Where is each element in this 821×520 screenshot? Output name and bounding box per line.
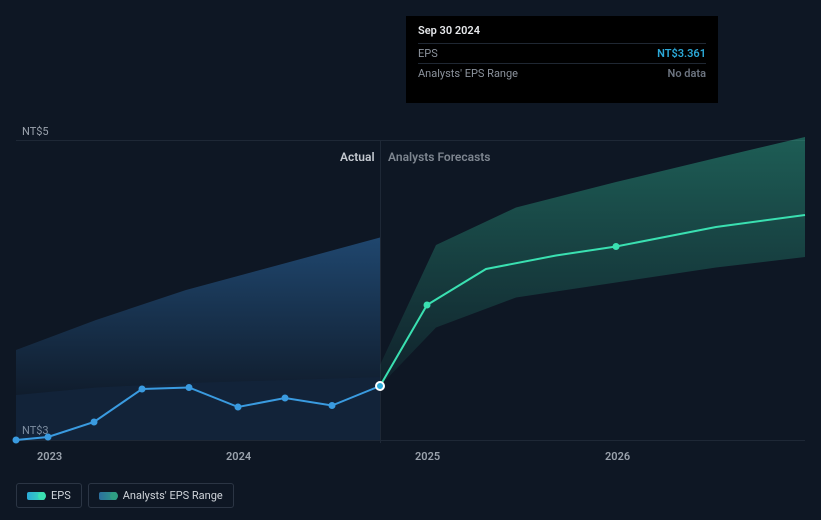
data-tooltip: Sep 30 2024 EPS NT$3.361 Analysts' EPS R… bbox=[406, 16, 718, 103]
y-tick-label-0: NT$5 bbox=[22, 125, 49, 138]
tooltip-row-range: Analysts' EPS Range No data bbox=[418, 63, 706, 83]
tooltip-key-range: Analysts' EPS Range bbox=[418, 67, 518, 80]
tooltip-date: Sep 30 2024 bbox=[418, 24, 706, 43]
x-tick-3: 2026 bbox=[605, 450, 630, 463]
legend-label-range: Analysts' EPS Range bbox=[123, 489, 223, 502]
tooltip-val-range: No data bbox=[668, 67, 706, 80]
legend-item-eps[interactable]: EPS bbox=[16, 483, 82, 508]
chart-legend: EPS Analysts' EPS Range bbox=[16, 483, 234, 508]
legend-label-eps: EPS bbox=[51, 489, 71, 502]
legend-swatch-eps bbox=[27, 492, 45, 500]
gridline-y-bottom bbox=[16, 440, 805, 441]
x-tick-1: 2024 bbox=[226, 450, 251, 463]
legend-item-range[interactable]: Analysts' EPS Range bbox=[88, 483, 234, 508]
x-tick-0: 2023 bbox=[37, 450, 62, 463]
x-tick-2: 2025 bbox=[415, 450, 440, 463]
tooltip-val-eps: NT$3.361 bbox=[657, 47, 706, 60]
tooltip-key-eps: EPS bbox=[418, 47, 438, 60]
chart-plot-area[interactable] bbox=[16, 140, 805, 440]
tooltip-row-eps: EPS NT$3.361 bbox=[418, 43, 706, 63]
legend-swatch-range bbox=[99, 492, 117, 500]
